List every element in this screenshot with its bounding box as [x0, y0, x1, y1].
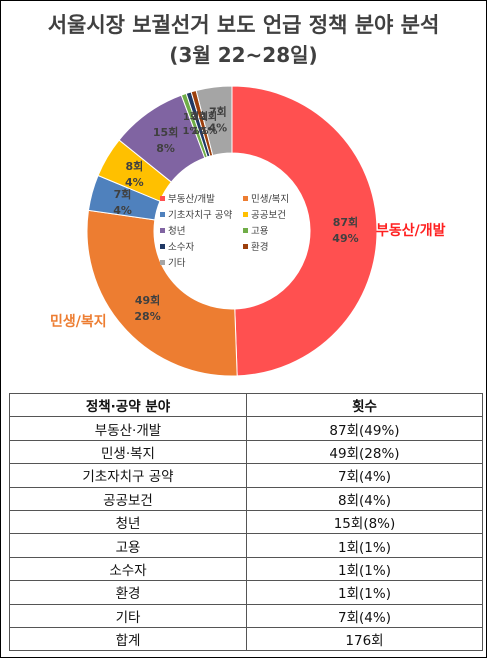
slice-count-label: 87회 [333, 215, 358, 229]
legend-item-label: 민생/복지 [251, 194, 289, 205]
table-header-count: 횟수 [246, 392, 483, 418]
slice-pct-label: 28% [134, 310, 160, 323]
slice-pct-label: 4% [113, 204, 132, 217]
table-row: 공공보건 8회(4%) [9, 486, 483, 511]
table-row: 민생·복지 49회(28%) [9, 439, 483, 465]
small-slice-pct-label: 1% [183, 126, 200, 137]
table-cell-count: 1회(1%) [246, 533, 483, 558]
table-header-field: 정책·공약 분야 [9, 392, 247, 418]
chart-subtitle: (3월 22~28일) [169, 43, 318, 67]
table-cell-field: 민생·복지 [9, 439, 247, 465]
table-cell-count: 7회(4%) [246, 463, 483, 488]
donut-chart: 87회49%49회28%7회4%8회4%15회8%7회4%1회1%1회1%1회1… [50, 85, 446, 377]
table-cell-count: 49회(28%) [246, 439, 483, 465]
table-cell-field: 청년 [9, 509, 247, 535]
table-row: 부동산·개발 87회(49%) [9, 416, 483, 441]
legend-swatch [160, 228, 165, 233]
table-total-row: 합계 176회 [9, 626, 483, 652]
table-row: 기타 7회(4%) [9, 603, 483, 628]
table-body: 부동산·개발 87회(49%) 민생·복지 49회(28%) 기초자치구 공약 7회(4%… [9, 416, 483, 652]
chart-title-block: 서울시장 보궐선거 보도 언급 정책 분야 분석 (3월 22~28일) [0, 10, 487, 70]
legend-item-label: 공공보건 [251, 210, 286, 221]
legend-item-label: 기초자치구 공약 [168, 209, 232, 221]
table-cell-count: 176회 [246, 626, 483, 652]
legend-item-label: 환경 [251, 241, 268, 253]
table-cell-field: 기타 [9, 603, 247, 628]
table-cell-count: 1회(1%) [246, 556, 483, 582]
table-cell-field: 공공보건 [9, 486, 247, 511]
table-row: 고용 1회(1%) [9, 533, 483, 558]
table-cell-count: 87회(49%) [246, 416, 483, 441]
table-cell-field: 합계 [9, 626, 247, 652]
legend-item-label: 청년 [168, 226, 185, 237]
legend-item-label: 부동산/개발 [168, 194, 215, 205]
slice-0 [231, 85, 378, 377]
slice-count-label: 49회 [135, 293, 160, 307]
slice-pct-label: 4% [209, 121, 228, 134]
table-row: 기초자치구 공약 7회(4%) [9, 463, 483, 488]
table-cell-count: 1회(1%) [246, 580, 483, 605]
slice-8 [195, 85, 233, 157]
small-slice-pct-label: 1% [192, 126, 209, 137]
outer-label-real-estate: 부동산/개발 [376, 222, 446, 239]
table-cell-field: 기초자치구 공약 [9, 463, 247, 488]
slice-pct-label: 49% [332, 232, 358, 245]
slice-1 [86, 209, 238, 377]
slice-count-label: 15회 [153, 125, 178, 139]
table-cell-field: 부동산·개발 [9, 416, 247, 441]
slice-count-label: 7회 [114, 187, 132, 201]
table-row: 청년 15회(8%) [9, 509, 483, 535]
policy-table: 정책·공약 분야 횟수 부동산·개발 87회(49%) 민생·복지 49회(28%) 기… [9, 392, 483, 652]
table-cell-count: 8회(4%) [246, 486, 483, 511]
legend-swatch [160, 260, 165, 265]
legend-swatch [243, 212, 248, 217]
slice-pct-label: 8% [156, 142, 175, 155]
small-slice-pct-label: 1% [201, 126, 218, 137]
legend-swatch [243, 196, 248, 201]
legend-swatch [160, 212, 165, 217]
table-row: 소수자 1회(1%) [9, 556, 483, 582]
slice-count-label: 7회 [209, 104, 227, 118]
small-slice-count-label: 1회 [183, 110, 199, 123]
legend-swatch [243, 244, 248, 249]
table-cell-count: 7회(4%) [246, 603, 483, 628]
chart-title: 서울시장 보궐선거 보도 언급 정책 분야 분석 [47, 13, 440, 37]
legend-swatch [160, 244, 165, 249]
small-slice-count-label: 1회 [192, 110, 208, 123]
slice-count-label: 8회 [125, 159, 143, 173]
legend-item-label: 소수자 [168, 242, 194, 253]
outer-label-welfare: 민생/복지 [50, 313, 107, 330]
legend-swatch [160, 196, 165, 201]
table-header-row: 정책·공약 분야 횟수 [9, 392, 483, 418]
legend-item-label: 고용 [251, 226, 269, 237]
table-cell-field: 소수자 [9, 556, 247, 582]
table-cell-count: 15회(8%) [246, 509, 483, 535]
table-row: 환경 1회(1%) [9, 580, 483, 605]
small-slice-count-label: 1회 [201, 110, 217, 123]
legend-item-label: 기타 [168, 258, 186, 269]
table-cell-field: 고용 [9, 533, 247, 558]
slice-pct-label: 4% [125, 176, 144, 189]
legend-swatch [243, 228, 248, 233]
table-cell-field: 환경 [9, 580, 247, 605]
